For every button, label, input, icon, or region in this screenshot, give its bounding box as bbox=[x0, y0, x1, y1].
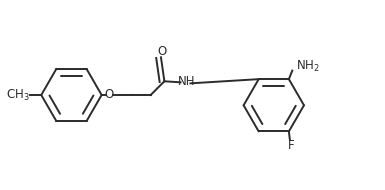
Text: O: O bbox=[157, 45, 166, 58]
Text: CH$_3$: CH$_3$ bbox=[6, 87, 30, 103]
Text: NH: NH bbox=[177, 75, 195, 89]
Text: NH$_2$: NH$_2$ bbox=[296, 59, 320, 74]
Text: F: F bbox=[288, 139, 295, 152]
Text: O: O bbox=[104, 89, 114, 101]
